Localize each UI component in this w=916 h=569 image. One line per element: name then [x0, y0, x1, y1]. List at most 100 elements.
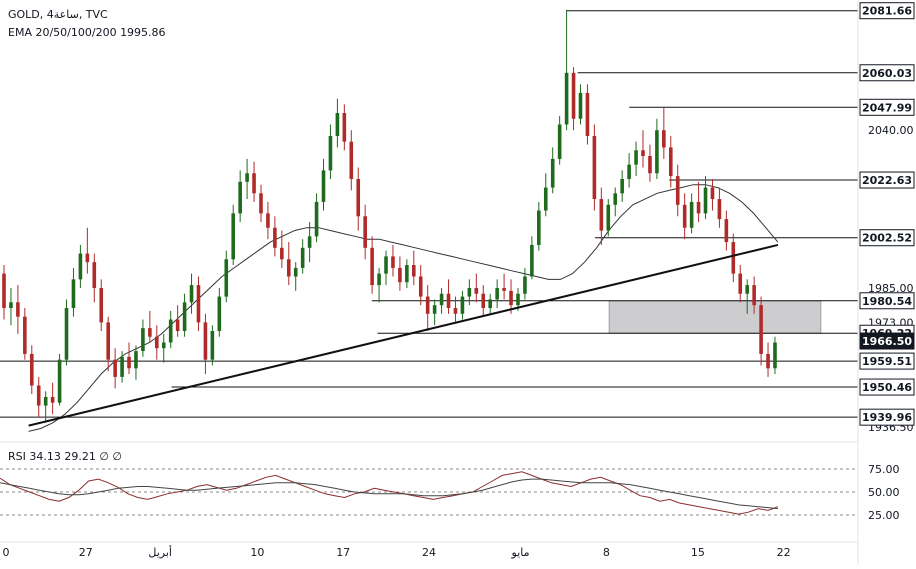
candle-body[interactable]: [717, 199, 722, 220]
candle-body[interactable]: [738, 273, 743, 294]
candle-body[interactable]: [592, 135, 597, 200]
candle-body[interactable]: [300, 247, 305, 268]
candle-body[interactable]: [321, 170, 326, 202]
candle-body[interactable]: [78, 253, 83, 280]
candle-body[interactable]: [509, 290, 513, 306]
candle-body[interactable]: [474, 287, 479, 294]
candle-body[interactable]: [328, 135, 333, 171]
candle-body[interactable]: [71, 279, 76, 309]
candle-body[interactable]: [668, 147, 673, 177]
candle-body[interactable]: [92, 262, 97, 288]
candle-body[interactable]: [120, 356, 124, 377]
candle-body[interactable]: [530, 244, 534, 277]
candle-body[interactable]: [384, 256, 388, 274]
candle-body[interactable]: [335, 113, 340, 136]
candle-body[interactable]: [516, 293, 520, 306]
candle-body[interactable]: [752, 285, 756, 306]
candles-layer[interactable]: [2, 9, 777, 423]
candle-body[interactable]: [523, 276, 527, 294]
candle-body[interactable]: [703, 187, 708, 214]
candle-body[interactable]: [689, 201, 694, 228]
candle-body[interactable]: [64, 308, 69, 360]
candle-body[interactable]: [405, 265, 409, 283]
candle-body[interactable]: [286, 259, 291, 277]
candle-body[interactable]: [377, 273, 381, 286]
candle-body[interactable]: [85, 253, 90, 263]
candle-body[interactable]: [106, 322, 110, 360]
supply-zone[interactable]: [608, 300, 822, 334]
candle-body[interactable]: [210, 331, 215, 360]
candle-body[interactable]: [203, 322, 208, 360]
candle-body[interactable]: [217, 296, 222, 331]
candle-body[interactable]: [182, 302, 187, 331]
candle-body[interactable]: [231, 213, 236, 260]
symbol-legend[interactable]: GOLD, 4ساعة, TVC: [8, 8, 108, 21]
candle-body[interactable]: [113, 359, 117, 377]
candle-body[interactable]: [148, 328, 152, 337]
candle-body[interactable]: [467, 287, 472, 297]
candle-body[interactable]: [245, 173, 249, 182]
candle-body[interactable]: [425, 296, 430, 314]
candle-body[interactable]: [641, 150, 645, 157]
candle-body[interactable]: [238, 181, 242, 214]
candle-body[interactable]: [627, 164, 631, 179]
candle-body[interactable]: [550, 158, 555, 188]
candle-body[interactable]: [599, 199, 604, 231]
candle-body[interactable]: [606, 204, 611, 231]
candle-body[interactable]: [696, 201, 701, 214]
candle-body[interactable]: [307, 236, 312, 248]
candle-body[interactable]: [571, 72, 576, 119]
candle-body[interactable]: [2, 273, 6, 309]
candle-body[interactable]: [280, 247, 284, 260]
candle-body[interactable]: [432, 305, 437, 314]
candle-body[interactable]: [460, 296, 465, 314]
candle-body[interactable]: [134, 351, 138, 369]
candle-body[interactable]: [196, 285, 201, 323]
candle-body[interactable]: [224, 259, 229, 297]
candle-body[interactable]: [168, 319, 173, 343]
candle-body[interactable]: [342, 113, 347, 142]
candle-body[interactable]: [141, 328, 145, 352]
candle-body[interactable]: [731, 242, 736, 274]
candle-body[interactable]: [613, 193, 618, 205]
trendline-layer[interactable]: [28, 243, 779, 427]
ascending-trendline[interactable]: [28, 243, 779, 427]
candle-body[interactable]: [391, 256, 395, 268]
candle-body[interactable]: [99, 287, 104, 323]
candle-body[interactable]: [585, 92, 590, 136]
candle-body[interactable]: [370, 247, 374, 286]
candle-body[interactable]: [293, 267, 298, 277]
candle-body[interactable]: [259, 193, 263, 214]
candle-body[interactable]: [453, 308, 458, 314]
candle-body[interactable]: [252, 173, 256, 194]
candle-body[interactable]: [127, 356, 131, 369]
candle-body[interactable]: [773, 342, 777, 369]
candle-body[interactable]: [502, 287, 506, 291]
candle-body[interactable]: [766, 353, 770, 369]
candle-body[interactable]: [16, 302, 20, 317]
candle-body[interactable]: [398, 267, 402, 283]
candle-body[interactable]: [189, 285, 194, 303]
candle-body[interactable]: [578, 92, 583, 119]
candle-body[interactable]: [564, 72, 569, 125]
candle-body[interactable]: [411, 265, 416, 277]
candle-body[interactable]: [175, 319, 180, 331]
candle-body[interactable]: [446, 293, 451, 309]
candle-body[interactable]: [57, 359, 62, 403]
candle-body[interactable]: [759, 305, 763, 354]
candle-body[interactable]: [439, 293, 444, 306]
ema-legend[interactable]: EMA 20/50/100/200 1995.86: [8, 26, 166, 39]
candle-body[interactable]: [682, 204, 687, 228]
candle-body[interactable]: [161, 342, 166, 349]
candle-body[interactable]: [155, 336, 159, 349]
candle-body[interactable]: [29, 353, 34, 386]
candle-body[interactable]: [648, 156, 652, 174]
candle-body[interactable]: [23, 316, 27, 354]
candle-body[interactable]: [495, 287, 499, 300]
candle-body[interactable]: [675, 176, 680, 205]
candle-body[interactable]: [9, 302, 13, 309]
candle-body[interactable]: [655, 130, 659, 174]
candle-body[interactable]: [50, 396, 55, 403]
